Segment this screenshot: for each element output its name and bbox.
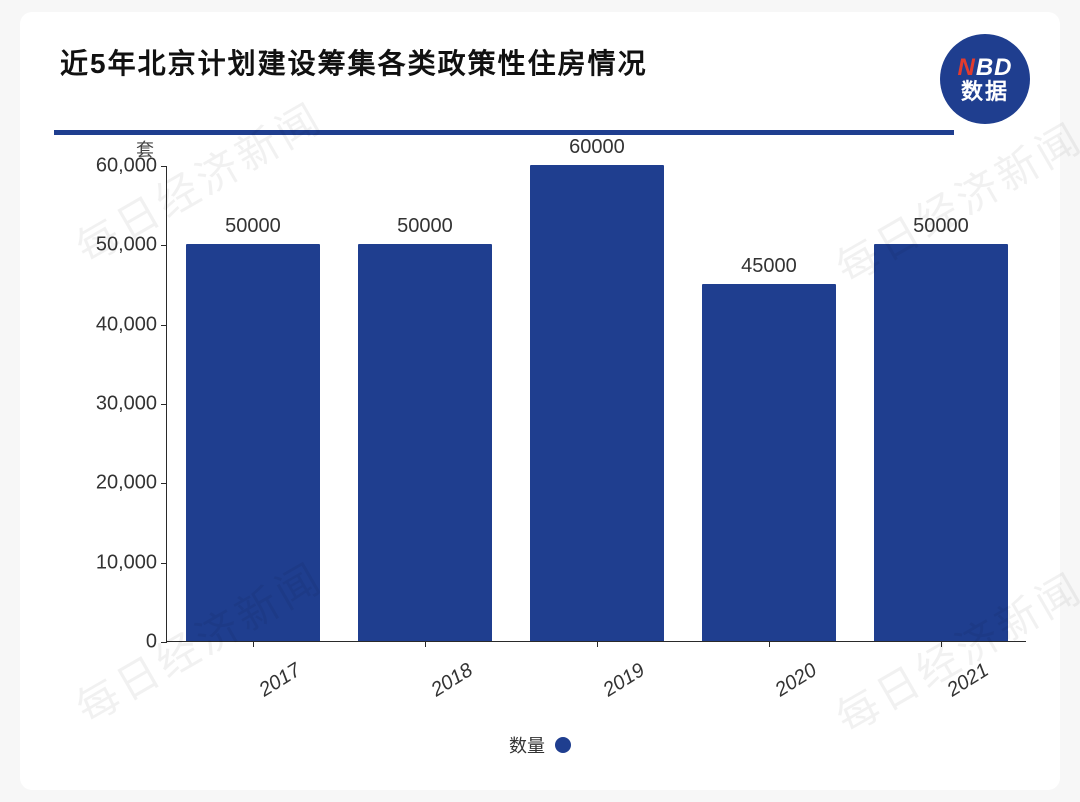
bar-value-label: 60000 — [569, 136, 625, 159]
legend-swatch-icon — [555, 737, 571, 753]
title-underline — [54, 130, 954, 135]
y-tick-label: 20,000 — [96, 472, 167, 495]
y-tick-mark — [161, 642, 167, 643]
y-tick-mark — [161, 404, 167, 405]
x-tick-mark — [769, 641, 770, 647]
y-tick-label: 50,000 — [96, 234, 167, 257]
x-tick-label: 2019 — [599, 659, 649, 702]
bar: 45000 — [702, 284, 836, 641]
plot-wrap: 套 010,00020,00030,00040,00050,00060,0005… — [80, 142, 1038, 702]
x-tick-label: 2021 — [943, 659, 993, 702]
x-tick-mark — [941, 641, 942, 647]
logo-letter-n: N — [957, 54, 975, 81]
bar-value-label: 50000 — [913, 215, 969, 238]
y-tick-mark — [161, 166, 167, 167]
bar-value-label: 50000 — [397, 215, 453, 238]
x-tick-label: 2018 — [427, 659, 477, 702]
logo-line2: 数据 — [961, 80, 1009, 103]
nbd-logo-badge: NBD 数据 — [940, 34, 1030, 124]
y-tick-label: 60,000 — [96, 155, 167, 178]
legend-label: 数量 — [509, 732, 545, 758]
bar: 60000 — [530, 165, 664, 641]
bar: 50000 — [874, 244, 1008, 641]
x-tick-mark — [253, 641, 254, 647]
y-tick-mark — [161, 245, 167, 246]
x-tick-label: 2020 — [771, 659, 821, 702]
y-tick-label: 30,000 — [96, 393, 167, 416]
bar-value-label: 50000 — [225, 215, 281, 238]
chart-title: 近5年北京计划建设筹集各类政策性住房情况 — [54, 38, 648, 82]
chart-card: 近5年北京计划建设筹集各类政策性住房情况 NBD 数据 套 010,00020,… — [20, 12, 1060, 790]
y-tick-mark — [161, 483, 167, 484]
bar: 50000 — [186, 244, 320, 641]
x-tick-label: 2017 — [255, 659, 305, 702]
logo-letters-bd: BD — [976, 54, 1013, 81]
legend: 数量 — [20, 732, 1060, 758]
y-tick-mark — [161, 563, 167, 564]
logo-line1: NBD — [957, 55, 1012, 80]
x-tick-mark — [597, 641, 598, 647]
plot-area: 010,00020,00030,00040,00050,00060,000500… — [166, 166, 1026, 642]
bar: 50000 — [358, 244, 492, 641]
y-tick-label: 10,000 — [96, 551, 167, 574]
bar-value-label: 45000 — [741, 255, 797, 278]
x-tick-mark — [425, 641, 426, 647]
y-tick-label: 40,000 — [96, 313, 167, 336]
title-row: 近5年北京计划建设筹集各类政策性住房情况 NBD 数据 — [54, 38, 1026, 124]
y-tick-mark — [161, 325, 167, 326]
